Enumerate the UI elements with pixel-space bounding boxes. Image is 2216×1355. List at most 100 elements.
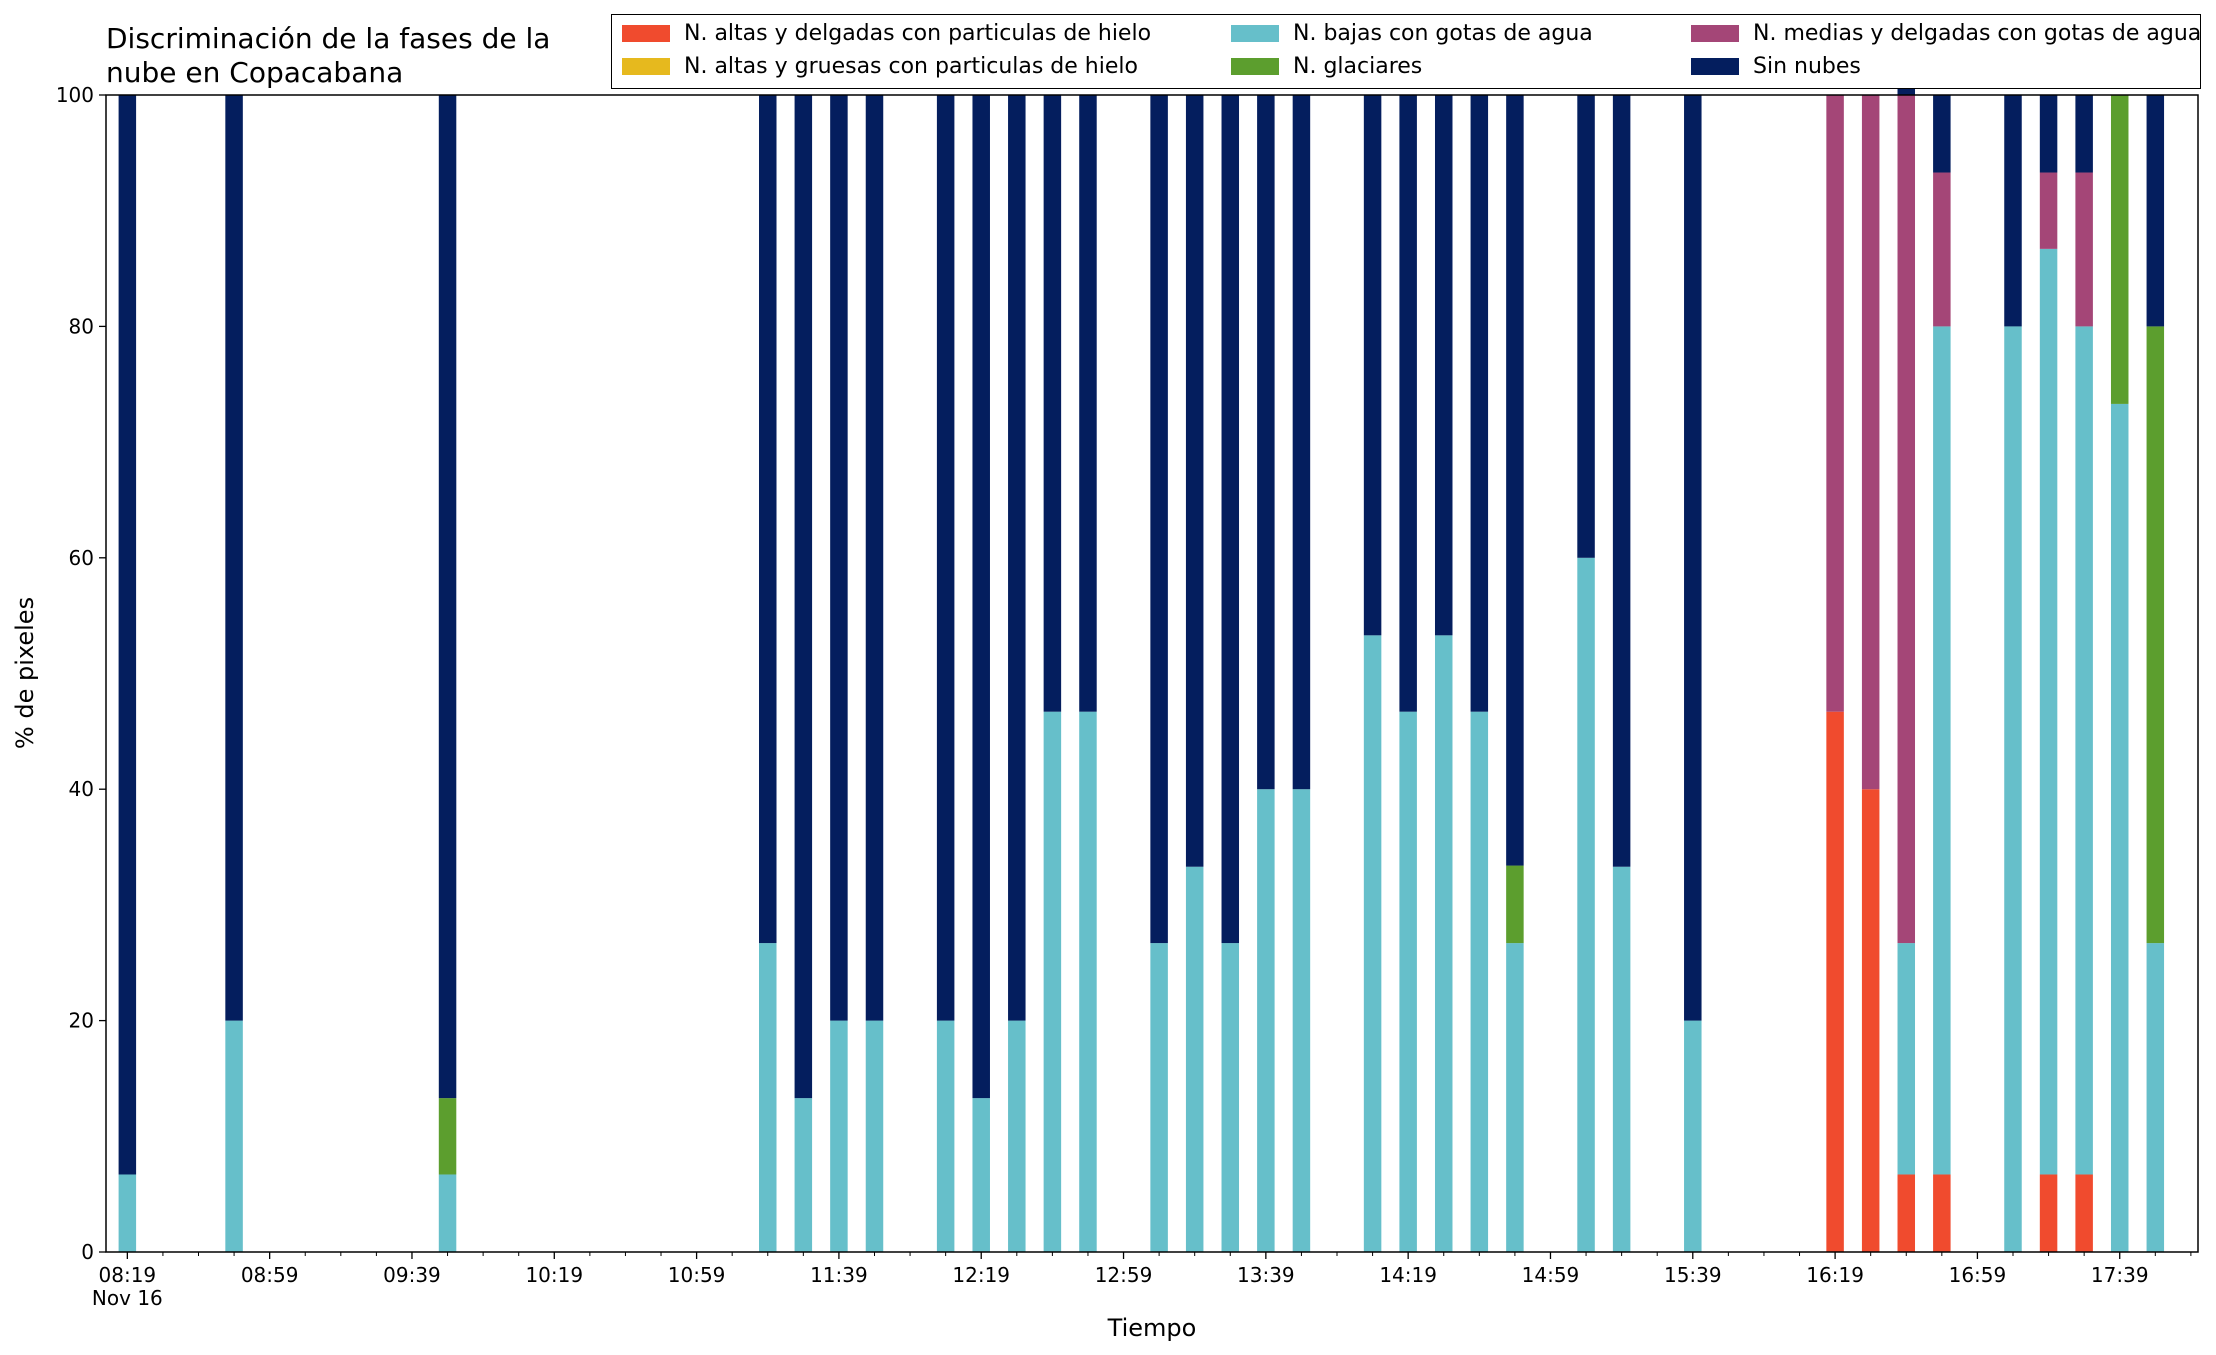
bar-segment	[2039, 1174, 2058, 1252]
bar-segment	[1399, 95, 1417, 712]
bar-segment	[2039, 95, 2058, 173]
bar-segment	[794, 95, 813, 1099]
x-tick-label: 11:39	[810, 1263, 868, 1287]
x-tick-label: 09:39	[383, 1263, 441, 1287]
bar-segment	[972, 95, 990, 1099]
bar-segment	[1363, 95, 1382, 636]
legend-label: Sin nubes	[1753, 54, 1861, 79]
bar-segment	[2039, 248, 2058, 1175]
bar-segment	[2110, 403, 2129, 1252]
bar-segment	[2146, 95, 2165, 327]
bar-segment	[2146, 943, 2165, 1252]
bar-segment	[865, 1020, 884, 1252]
bar-segment	[1933, 95, 1951, 173]
bar-segment	[830, 1020, 848, 1252]
legend-swatch	[622, 25, 670, 42]
bar-segment	[1577, 95, 1595, 558]
legend-label: N. bajas con gotas de agua	[1293, 21, 1593, 46]
x-tick-label: 17:39	[2091, 1263, 2149, 1287]
bar-segment	[1150, 95, 1168, 944]
bar-segment	[1897, 95, 1916, 944]
legend-label: N. medias y delgadas con gotas de agua	[1753, 21, 2202, 46]
legend-item: N. medias y delgadas con gotas de agua	[1691, 21, 2201, 46]
bar-segment	[1506, 943, 1524, 1252]
y-axis-title: % de pixeles	[11, 597, 39, 749]
bar-segment	[2075, 1174, 2093, 1252]
bar-segment	[1933, 1174, 1951, 1252]
bar-segment	[1043, 711, 1062, 1252]
x-tick-label: 10:59	[668, 1263, 726, 1287]
bar-segment	[225, 95, 243, 1021]
bar-segment	[1185, 95, 1204, 867]
bar-segment	[1861, 789, 1880, 1252]
legend-swatch	[1231, 58, 1279, 75]
legend-swatch	[1691, 58, 1739, 75]
y-tick-label: 100	[56, 83, 94, 107]
x-axis-title: Tiempo	[1107, 1314, 1197, 1342]
legend-label: N. altas y delgadas con particulas de hi…	[684, 21, 1152, 46]
bar-segment	[2004, 95, 2022, 327]
bar-segment	[2004, 326, 2022, 1252]
bar-segment	[1577, 557, 1595, 1252]
legend-item: N. bajas con gotas de agua	[1231, 21, 1593, 46]
y-tick-label: 0	[81, 1240, 94, 1264]
bar-segment	[225, 1020, 243, 1252]
bar-segment	[1612, 95, 1631, 867]
y-tick-label: 60	[69, 546, 94, 570]
bar-segment	[1292, 95, 1311, 790]
bar-segment	[438, 1098, 457, 1175]
x-tick-label: 16:59	[1949, 1263, 2007, 1287]
bar-segment	[1612, 866, 1631, 1252]
bar-segment	[759, 943, 777, 1252]
bar-segment	[2110, 95, 2129, 404]
bar-segment	[1150, 943, 1168, 1252]
bar-segment	[1079, 711, 1097, 1252]
bar-segment	[1933, 172, 1951, 327]
bar-segment	[438, 95, 457, 1099]
x-tick-label: 15:39	[1664, 1263, 1722, 1287]
bar-segment	[1506, 95, 1524, 866]
bar-segment	[1185, 866, 1204, 1252]
legend-label: N. glaciares	[1293, 54, 1423, 79]
bar-segment	[1292, 789, 1311, 1252]
bar-segment	[1826, 711, 1844, 1252]
bar-segment	[2039, 172, 2058, 249]
bar-segment	[865, 95, 884, 1021]
x-tick-label: 12:19	[952, 1263, 1010, 1287]
legend: N. altas y delgadas con particulas de hi…	[611, 14, 2201, 89]
bar-segment	[1079, 95, 1097, 712]
bar-segment	[936, 95, 955, 1021]
bar-segment	[1897, 1174, 1916, 1252]
bar-segment	[1008, 95, 1026, 1021]
x-tick-label: 12:59	[1095, 1263, 1153, 1287]
bar-segment	[1897, 943, 1916, 1175]
x-tick-label: 10:19	[525, 1263, 583, 1287]
legend-swatch	[1691, 25, 1739, 42]
x-tick-label: 14:59	[1522, 1263, 1580, 1287]
bar-segment	[1470, 95, 1489, 712]
x-tick-label: 08:19	[99, 1263, 157, 1287]
legend-item: N. glaciares	[1231, 54, 1422, 79]
bar-segment	[1470, 711, 1489, 1252]
bar-segment	[1221, 943, 1240, 1252]
bar-segment	[1933, 326, 1951, 1175]
bar-segment	[972, 1098, 990, 1252]
bar-segment	[1684, 95, 1702, 1021]
x-tick-label: 14:19	[1379, 1263, 1437, 1287]
y-tick-label: 40	[69, 777, 94, 801]
bar-segment	[936, 1020, 955, 1252]
bar-segment	[759, 95, 777, 944]
bars-layer	[118, 17, 2165, 1252]
x-date-label: Nov 16	[92, 1286, 163, 1310]
bar-segment	[2075, 95, 2093, 173]
bar-segment	[1363, 635, 1382, 1252]
plot-frame	[105, 94, 2199, 1253]
bar-segment	[1257, 789, 1275, 1252]
bar-segment	[1826, 95, 1844, 712]
y-tick-label: 80	[69, 314, 94, 338]
bar-segment	[1434, 95, 1453, 636]
x-tick-label: 13:39	[1237, 1263, 1295, 1287]
legend-item: Sin nubes	[1691, 54, 1861, 79]
